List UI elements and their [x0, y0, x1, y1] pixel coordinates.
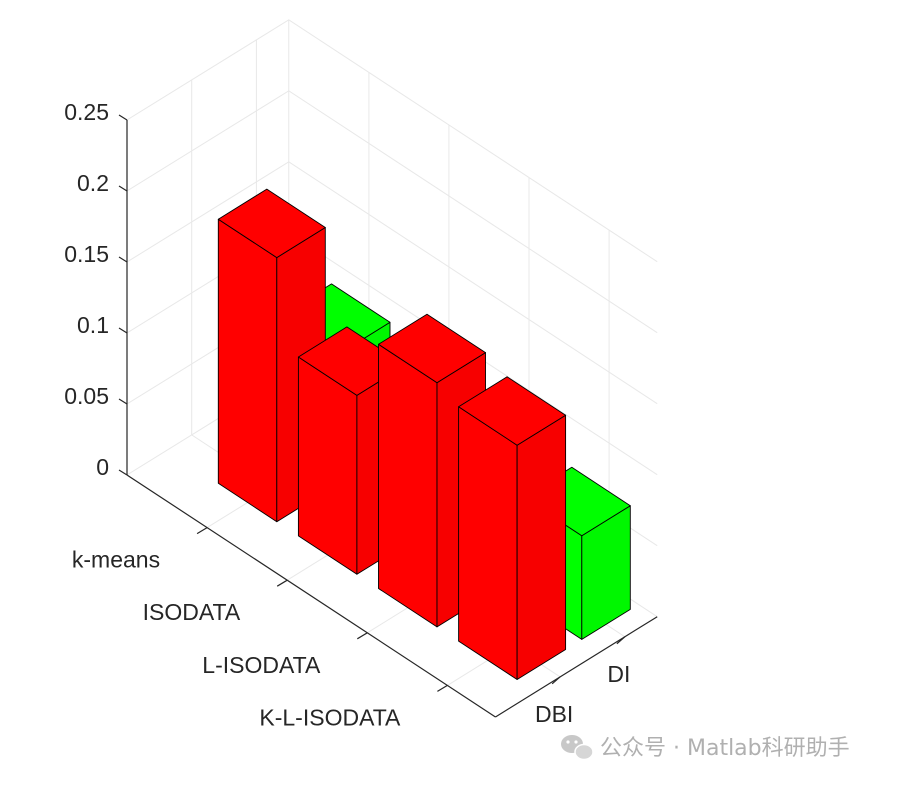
- x-tick: [196, 527, 208, 535]
- z-tick: [118, 327, 128, 334]
- z-tick-label: 0.1: [77, 312, 109, 338]
- x-tick-label: k-means: [72, 547, 160, 573]
- axis-layer: [118, 114, 658, 718]
- z-tick-label: 0: [96, 454, 109, 480]
- y-tick-label: DI: [607, 661, 630, 687]
- z-tick: [118, 469, 128, 476]
- bar-top-face: [217, 188, 326, 259]
- y-axis-line: [495, 616, 658, 718]
- x-axis-line: [126, 474, 496, 718]
- z-tick-label: 0.25: [64, 99, 109, 125]
- x-tick-label: ISODATA: [143, 599, 241, 625]
- bar-front-face: [378, 343, 438, 628]
- wechat-icon: [561, 735, 594, 761]
- y-tick: [616, 636, 626, 645]
- bar-dbi-4: [458, 376, 567, 680]
- x-tick: [437, 684, 448, 692]
- bar-top-face: [458, 376, 567, 446]
- bar-front-face: [217, 218, 278, 523]
- z-tick: [118, 114, 128, 121]
- z-tick: [118, 185, 128, 192]
- z-tick-label: 0.05: [64, 383, 109, 409]
- bar-top-face: [378, 313, 486, 384]
- label-layer: 0 0.05 0.1 0.15 0.2 0.25 k-means ISODATA L-ISODA…: [64, 99, 630, 730]
- x-tick: [276, 579, 288, 587]
- z-tick-label: 0.2: [77, 170, 109, 196]
- watermark: 公众号 · Matlab科研助手: [561, 735, 850, 761]
- bar-front-face: [458, 406, 518, 680]
- y-tick: [551, 676, 561, 685]
- z-tick: [118, 398, 128, 405]
- y-tick-label: DBI: [535, 701, 573, 727]
- z-tick: [118, 256, 128, 263]
- x-tick: [356, 632, 368, 640]
- bar-side-face: [516, 414, 567, 680]
- z-tick-label: 0.15: [64, 241, 109, 267]
- z-gridline: [126, 90, 658, 334]
- z-gridline: [126, 19, 658, 263]
- x-tick-label: K-L-ISODATA: [259, 704, 401, 730]
- grid-layer: [126, 19, 658, 686]
- x-tick-label: L-ISODATA: [202, 652, 321, 678]
- watermark-text: 公众号 · Matlab科研助手: [600, 736, 850, 761]
- bar-layer: [217, 188, 631, 680]
